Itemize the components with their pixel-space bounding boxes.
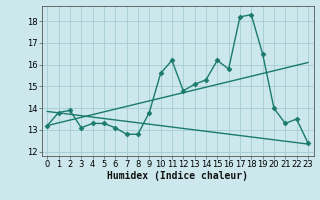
X-axis label: Humidex (Indice chaleur): Humidex (Indice chaleur) xyxy=(107,171,248,181)
